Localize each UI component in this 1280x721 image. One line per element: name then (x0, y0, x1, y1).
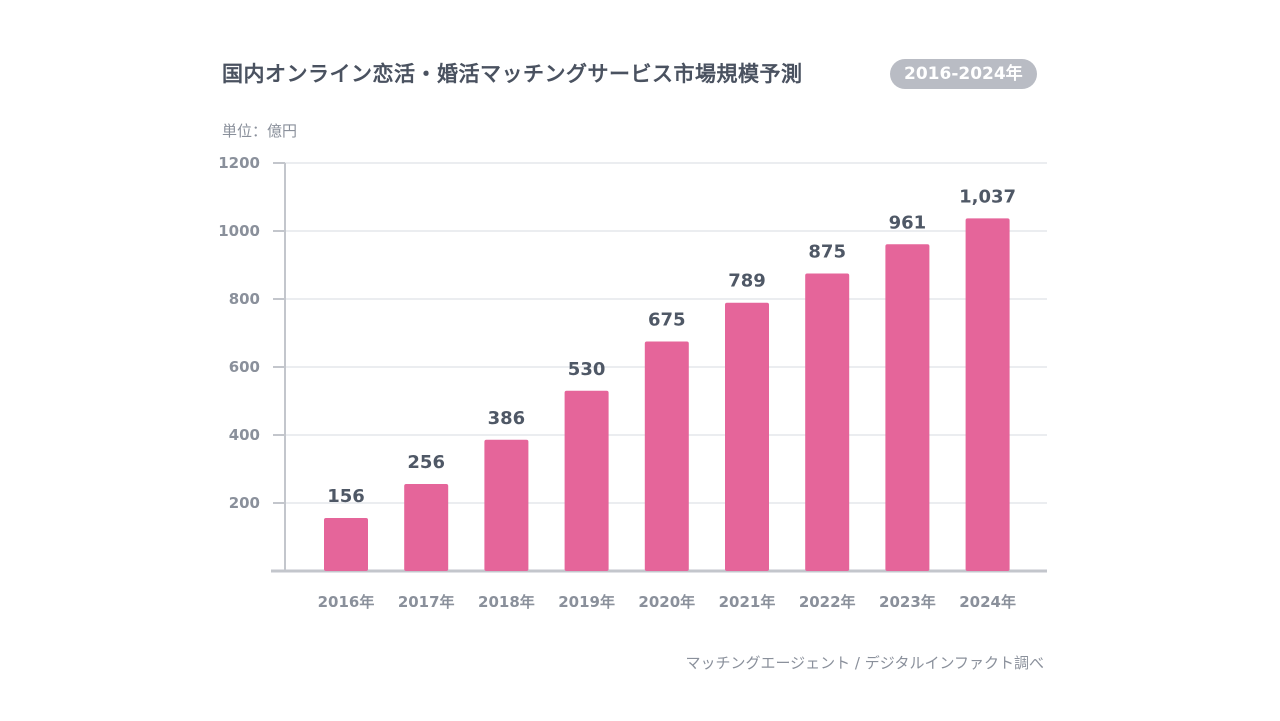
x-tick-label: 2017年 (398, 593, 455, 611)
data-label: 875 (808, 242, 846, 263)
data-label: 156 (327, 486, 365, 507)
unit-label: 単位：億円 (222, 122, 298, 140)
chart-title: 国内オンライン恋活・婚活マッチングサービス市場規模予測 (222, 62, 803, 86)
period-badge: 2016-2024年 (890, 59, 1037, 89)
x-tick-label: 2019年 (558, 593, 615, 611)
bar (644, 341, 689, 571)
y-tick-label: 1000 (218, 222, 260, 240)
bar (885, 244, 930, 571)
y-tick-label: 600 (229, 358, 260, 376)
bar (404, 483, 449, 571)
x-tick-label: 2023年 (879, 593, 936, 611)
x-tick-label: 2024年 (959, 593, 1016, 611)
bar (564, 390, 609, 571)
bar (965, 218, 1010, 572)
data-label: 530 (568, 359, 606, 380)
y-tick-label: 800 (229, 290, 260, 308)
bar (805, 273, 850, 571)
x-tick-label: 2016年 (318, 593, 375, 611)
source-note: マッチングエージェント / デジタルインファクト調べ (685, 654, 1044, 672)
data-label: 961 (889, 212, 927, 233)
bar (725, 302, 769, 571)
x-tick-label: 2021年 (719, 593, 776, 611)
bar (484, 439, 529, 571)
data-label: 789 (728, 271, 766, 292)
data-label: 1,037 (959, 186, 1016, 207)
y-tick-label: 400 (229, 426, 260, 444)
data-label: 386 (488, 408, 526, 429)
x-tick-label: 2018年 (478, 593, 535, 611)
y-tick-label: 1200 (218, 154, 260, 172)
data-label: 675 (648, 310, 686, 331)
data-label: 256 (407, 452, 445, 473)
x-tick-label: 2022年 (799, 593, 856, 611)
y-tick-label: 200 (229, 494, 260, 512)
bar (324, 517, 368, 571)
x-tick-label: 2020年 (638, 593, 695, 611)
